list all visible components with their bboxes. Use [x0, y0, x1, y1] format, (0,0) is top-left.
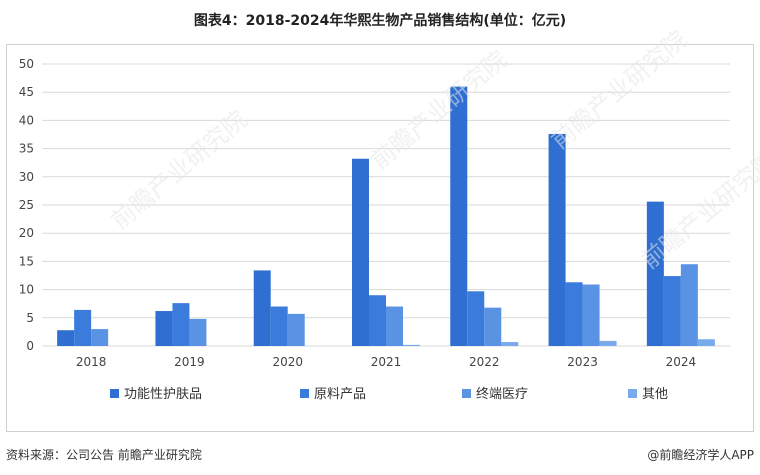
bar-原料产品-2022: [467, 291, 485, 346]
bar-终端医疗-2020: [287, 313, 305, 346]
bar-功能性护肤品-2018: [57, 330, 75, 346]
bar-其他-2021: [403, 344, 420, 346]
bar-终端医疗-2021: [386, 306, 403, 346]
y-tick-label: 0: [26, 339, 34, 353]
bar-其他-2024: [697, 339, 715, 346]
x-tick-label: 2018: [76, 355, 107, 369]
legend-label: 终端医疗: [476, 386, 528, 402]
x-tick-label: 2021: [371, 355, 402, 369]
bar-功能性护肤品-2021: [352, 158, 369, 346]
bar-功能性护肤品-2024: [646, 201, 664, 346]
bar-功能性护肤品-2020: [253, 270, 271, 346]
bar-功能性护肤品-2019: [155, 311, 173, 346]
legend-swatch: [462, 389, 471, 398]
bar-功能性护肤品-2023: [548, 133, 566, 346]
watermark: 前瞻产业研究院: [106, 105, 253, 234]
bar-终端医疗-2019: [189, 318, 207, 346]
bar-终端医疗-2018: [91, 329, 109, 346]
y-tick-label: 40: [19, 113, 34, 127]
bar-终端医疗-2023: [582, 284, 600, 346]
chart-title: 图表4：2018-2024年华熙生物产品销售结构(单位：亿元): [193, 13, 567, 29]
y-tick-label: 45: [19, 85, 34, 99]
y-tick-label: 10: [19, 283, 34, 297]
bar-其他-2023: [599, 340, 617, 346]
legend-label: 原料产品: [314, 387, 366, 402]
legend-label: 功能性护肤品: [124, 387, 202, 402]
brand-label: @前瞻经济学人APP: [647, 448, 754, 462]
y-tick-label: 35: [19, 142, 34, 156]
legend-swatch: [628, 389, 637, 398]
x-tick-label: 2020: [272, 355, 303, 369]
bar-原料产品-2018: [74, 309, 92, 346]
bar-原料产品-2019: [172, 303, 190, 346]
bar-原料产品-2021: [369, 295, 386, 346]
watermark: 前瞻产业研究院: [546, 25, 693, 154]
y-tick-label: 25: [19, 198, 34, 212]
watermark: 前瞻产业研究院: [366, 45, 513, 174]
y-tick-label: 20: [19, 226, 34, 240]
y-tick-label: 30: [19, 170, 34, 184]
chart-frame: [6, 44, 754, 432]
legend-label: 其他: [642, 387, 668, 402]
bar-原料产品-2023: [565, 282, 583, 346]
bar-功能性护肤品-2022: [450, 86, 468, 346]
x-tick-label: 2019: [174, 355, 205, 369]
bar-终端医疗-2022: [484, 307, 502, 346]
y-tick-label: 50: [19, 57, 34, 71]
legend-swatch: [110, 389, 119, 398]
x-tick-label: 2022: [469, 355, 500, 369]
y-tick-label: 15: [19, 254, 34, 268]
source-note: 资料来源：公司公告 前瞻产业研究院: [6, 448, 202, 462]
bar-终端医疗-2024: [680, 264, 698, 346]
x-tick-label: 2024: [666, 355, 697, 369]
bar-原料产品-2024: [663, 276, 681, 346]
bar-其他-2022: [501, 342, 519, 346]
x-tick-label: 2023: [567, 355, 598, 369]
legend-swatch: [300, 389, 309, 398]
y-tick-label: 5: [26, 311, 34, 325]
bar-原料产品-2020: [270, 306, 288, 346]
